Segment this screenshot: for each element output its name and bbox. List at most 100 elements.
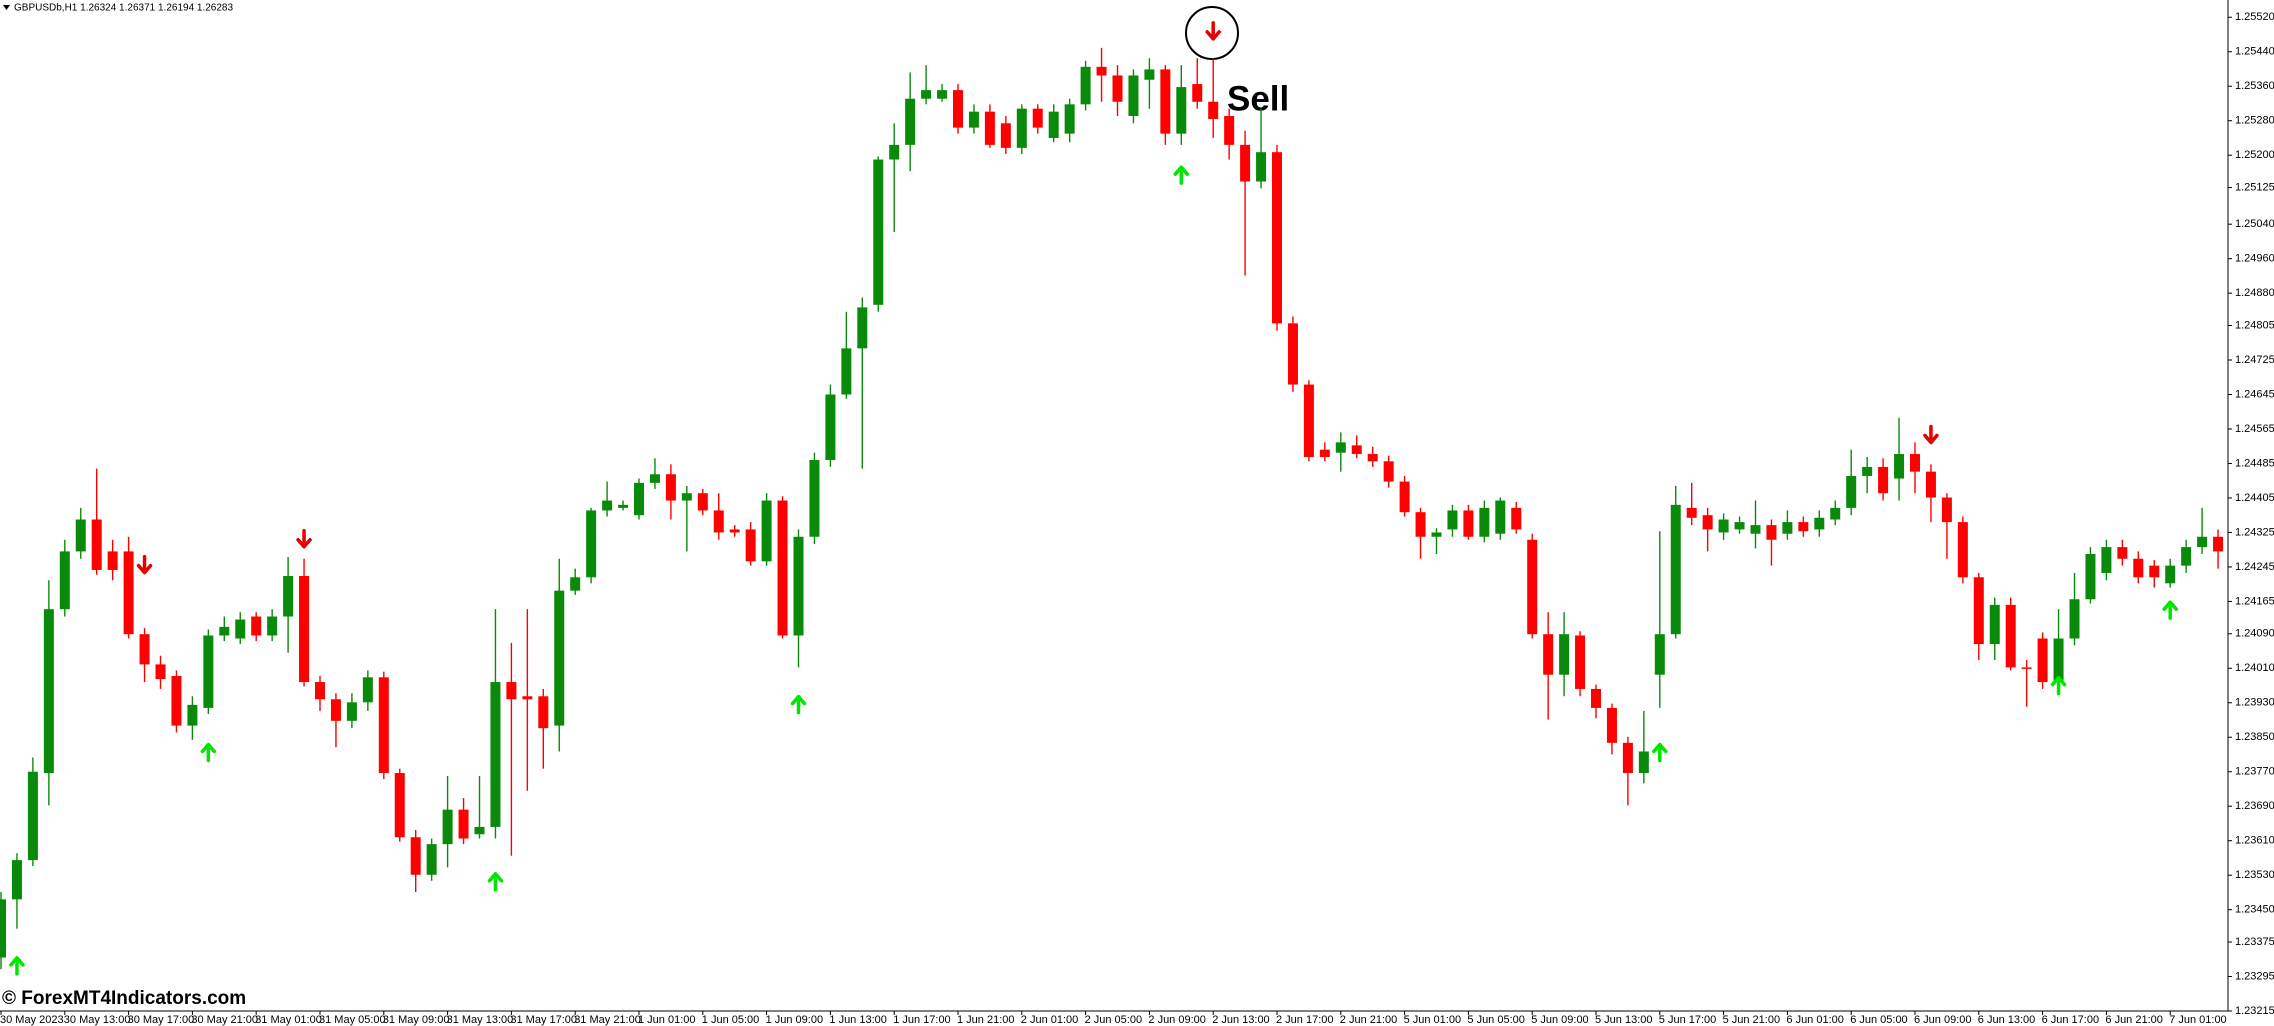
candle-body <box>1048 111 1059 138</box>
candle-body <box>1766 525 1777 540</box>
candle-body <box>1144 69 1155 80</box>
candle-body <box>1016 108 1027 148</box>
x-tick-label: 31 May 13:00 <box>447 1014 514 1026</box>
candle-body <box>1782 522 1793 534</box>
y-tick-label: 1.25440 <box>2235 46 2274 58</box>
candle-body <box>267 616 278 636</box>
x-tick-label: 5 Jun 13:00 <box>1595 1014 1653 1026</box>
x-tick-label: 6 Jun 05:00 <box>1850 1014 1908 1026</box>
candle-body <box>1702 515 1713 530</box>
y-tick-label: 1.24245 <box>2235 561 2274 573</box>
candle-body <box>1367 453 1378 462</box>
y-tick-label: 1.24165 <box>2235 595 2274 607</box>
buy-arrow <box>487 872 504 892</box>
candle-body <box>1096 66 1107 76</box>
symbol-marker <box>3 5 10 10</box>
candle-body <box>889 144 900 160</box>
candle-body <box>1638 751 1649 774</box>
candle-body <box>219 626 230 636</box>
x-tick-label: 30 May 21:00 <box>191 1014 258 1026</box>
x-tick-label: 1 Jun 13:00 <box>829 1014 887 1026</box>
candle-body <box>27 771 38 861</box>
candle-body <box>203 635 214 708</box>
candle-body <box>1447 510 1458 530</box>
candle-body <box>1383 461 1394 482</box>
candle-body <box>1686 507 1697 518</box>
candle-body <box>91 519 102 570</box>
candle-body <box>713 510 724 533</box>
sell-arrow <box>1205 21 1221 41</box>
x-tick-label: 6 Jun 09:00 <box>1914 1014 1972 1026</box>
candle-body <box>155 664 166 680</box>
y-tick-label: 1.24405 <box>2235 492 2274 504</box>
candle-body <box>538 696 549 729</box>
candle-body <box>1463 510 1474 537</box>
candle-body <box>1495 500 1506 534</box>
y-tick-label: 1.25125 <box>2235 181 2274 193</box>
y-tick-label: 1.23450 <box>2235 904 2274 916</box>
candle-body <box>1256 152 1267 182</box>
candle-body <box>697 493 708 511</box>
candle-body <box>1287 323 1298 385</box>
candle-body <box>1989 604 2000 645</box>
y-tick-label: 1.24325 <box>2235 526 2274 538</box>
y-tick-label: 1.25360 <box>2235 80 2274 92</box>
candle-body <box>426 844 437 875</box>
candle-body <box>1606 707 1617 743</box>
candle-body <box>107 551 118 570</box>
x-tick-label: 30 May 17:00 <box>128 1014 195 1026</box>
x-tick-label: 5 Jun 01:00 <box>1404 1014 1462 1026</box>
y-tick-label: 1.25280 <box>2235 115 2274 127</box>
candle-body <box>1431 532 1442 537</box>
y-tick-label: 1.25520 <box>2235 11 2274 23</box>
candle-body <box>2133 558 2144 578</box>
y-tick-label: 1.24645 <box>2235 388 2274 400</box>
candle-body <box>235 619 246 639</box>
x-tick-label: 1 Jun 21:00 <box>957 1014 1015 1026</box>
candle-body <box>474 826 485 835</box>
sell-arrow <box>1923 424 1939 445</box>
y-tick-label: 1.25040 <box>2235 218 2274 230</box>
x-tick-label: 2 Jun 17:00 <box>1276 1014 1334 1026</box>
y-tick-label: 1.24805 <box>2235 319 2274 331</box>
candle-body <box>681 493 692 501</box>
candle-body <box>1910 453 1920 472</box>
candle-body <box>825 394 836 461</box>
signal-circle <box>1185 6 1239 60</box>
x-tick-label: 6 Jun 13:00 <box>1978 1014 2036 1026</box>
x-tick-label: 5 Jun 21:00 <box>1723 1014 1781 1026</box>
y-tick-label: 1.24880 <box>2235 287 2274 299</box>
candle-body <box>761 500 772 562</box>
y-tick-label: 1.23215 <box>2235 1005 2274 1017</box>
candle-body <box>1973 577 1984 645</box>
candle-body <box>554 590 565 726</box>
candle-body <box>2037 638 2048 683</box>
sell-arrow <box>136 554 153 575</box>
candle-body <box>1591 688 1601 708</box>
x-tick-label: 6 Jun 01:00 <box>1786 1014 1844 1026</box>
x-tick-label: 1 Jun 01:00 <box>638 1014 696 1026</box>
x-tick-label: 5 Jun 17:00 <box>1659 1014 1717 1026</box>
x-tick-label: 2 Jun 09:00 <box>1148 1014 1206 1026</box>
x-tick-label: 5 Jun 05:00 <box>1467 1014 1525 1026</box>
candle-body <box>1957 522 1968 578</box>
y-tick-label: 1.25200 <box>2235 149 2274 161</box>
x-tick-label: 2 Jun 05:00 <box>1085 1014 1143 1026</box>
candle-body <box>1511 507 1522 530</box>
candle-body <box>586 510 597 578</box>
candle-body <box>665 474 676 501</box>
candle-body <box>1176 87 1187 134</box>
candle-body <box>1415 512 1426 537</box>
candle-body <box>1559 634 1570 675</box>
candle-body <box>968 111 979 128</box>
candle-body <box>1527 539 1538 635</box>
candle-body <box>1224 115 1235 145</box>
y-tick-label: 1.23375 <box>2235 936 2274 948</box>
candle-body <box>618 504 629 508</box>
x-tick-label: 1 Jun 17:00 <box>893 1014 951 1026</box>
candle-body <box>1734 522 1745 530</box>
candle-body <box>777 500 788 636</box>
candle-body <box>953 90 963 128</box>
candle-body <box>984 111 995 145</box>
candle-body <box>1941 497 1952 523</box>
